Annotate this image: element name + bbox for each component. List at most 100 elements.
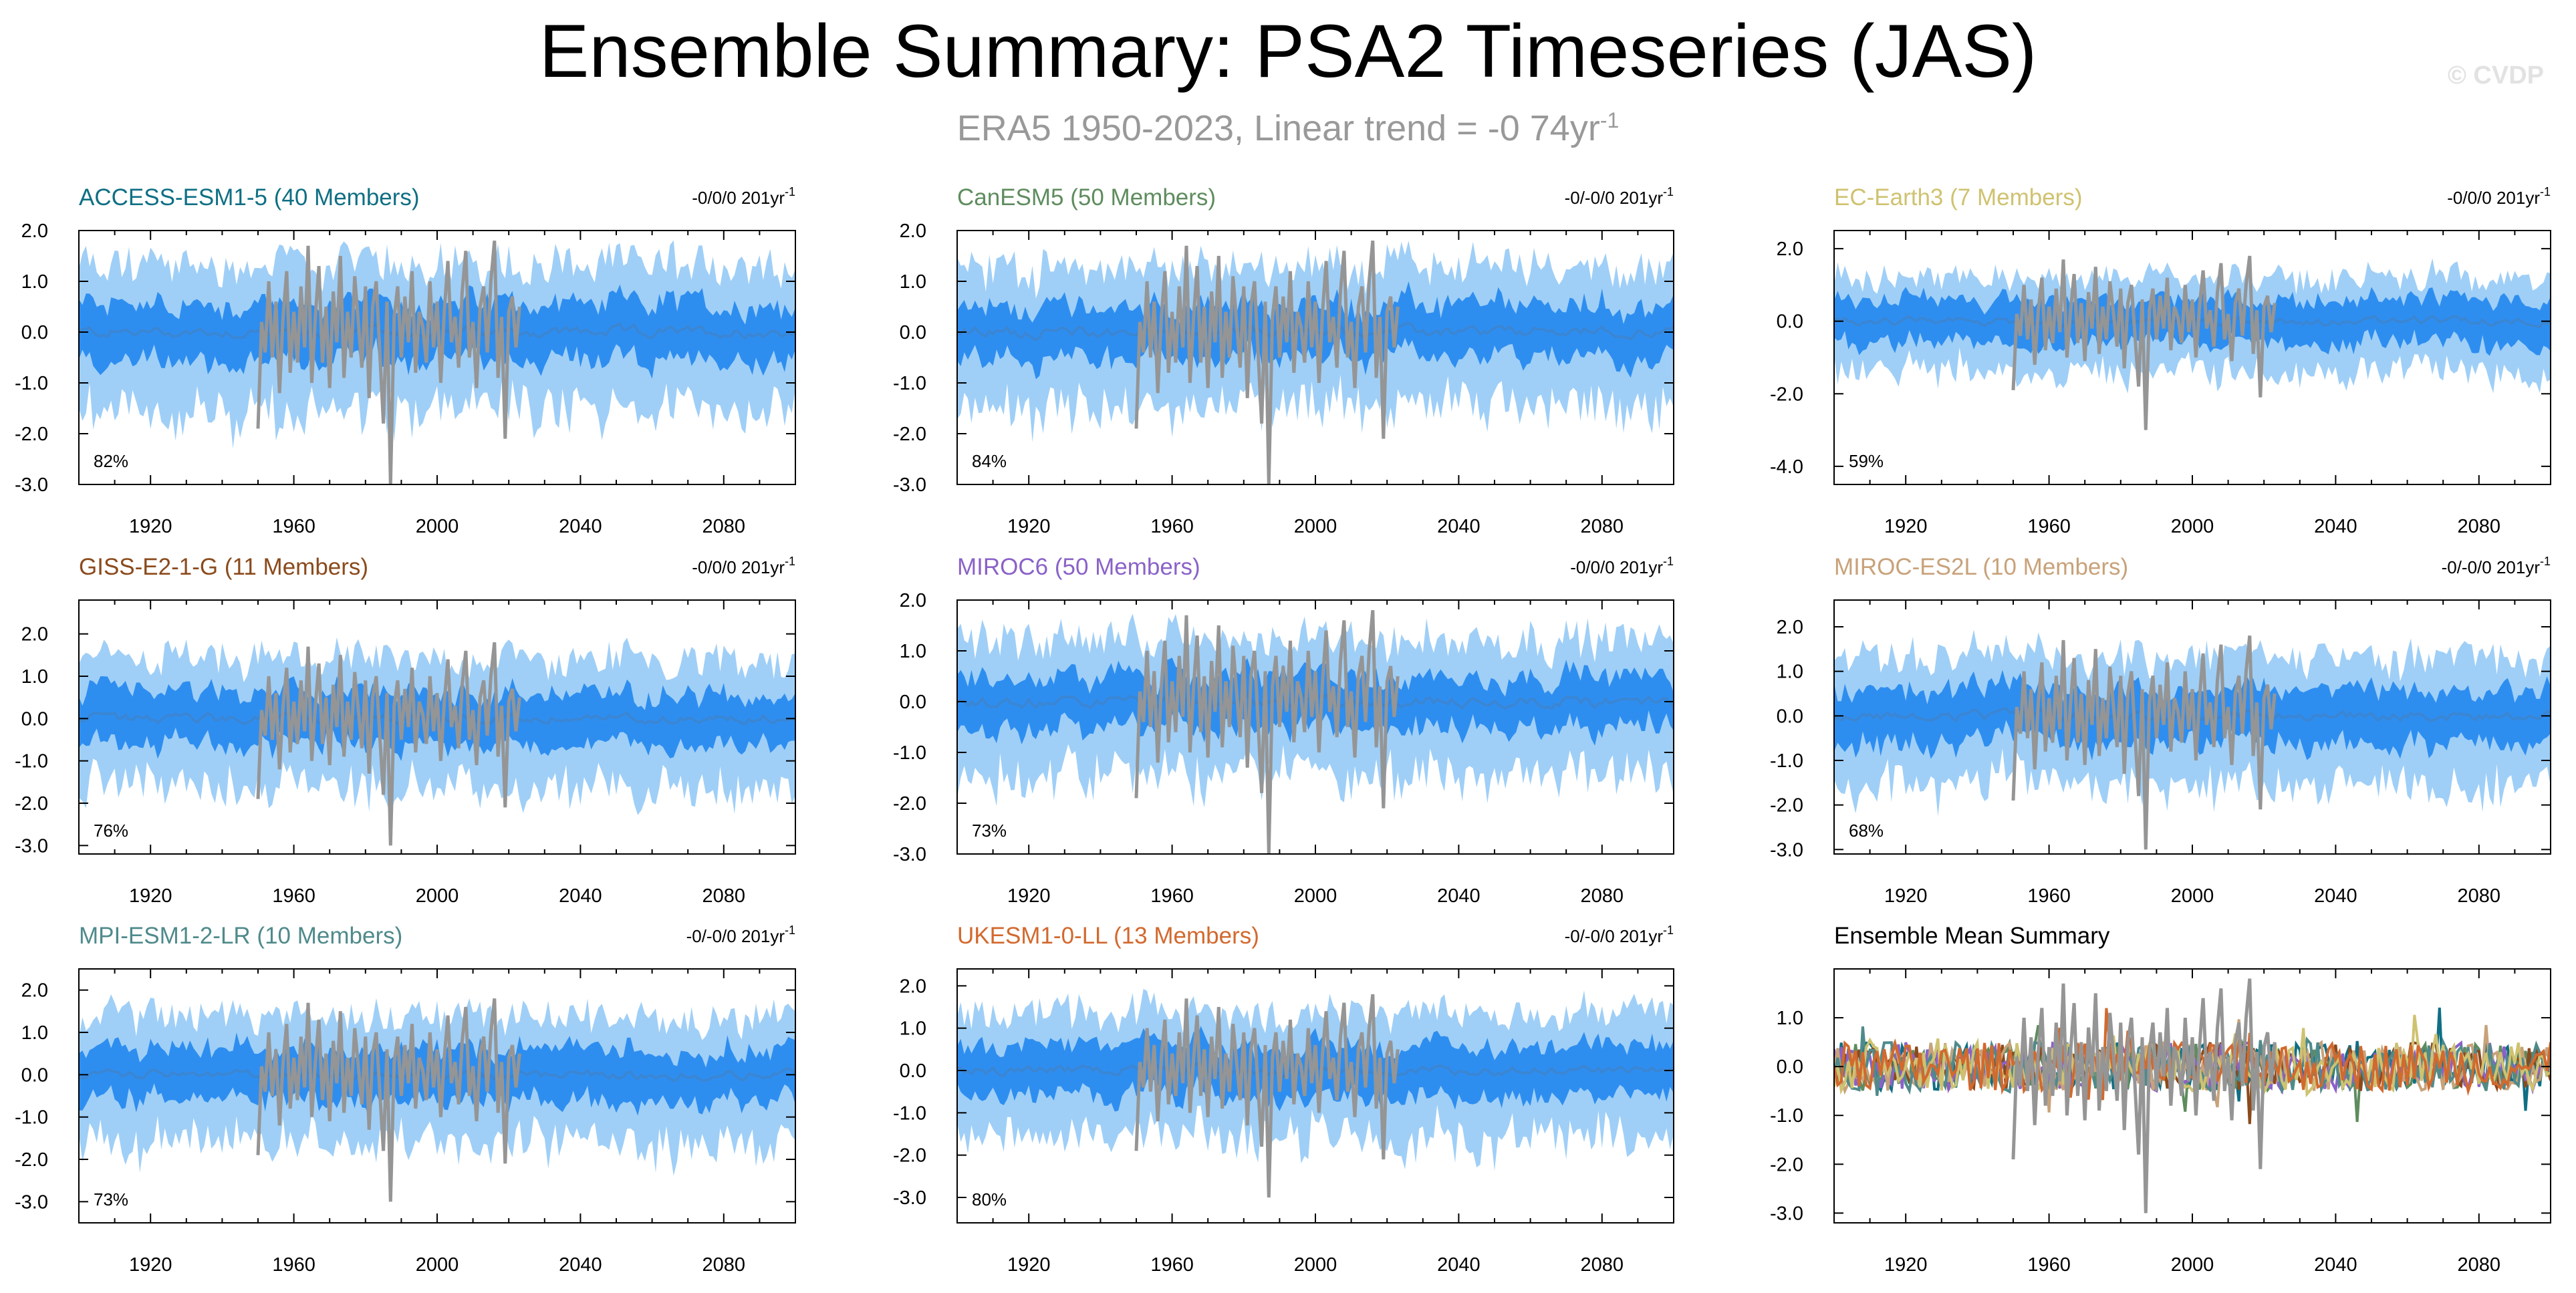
y-tick-label: -3.0 [1770,839,1803,861]
y-tick-label: 1.0 [21,666,48,688]
observed-line [256,998,521,1202]
panel-8: UKESM1-0-LL (13 Members) -0/-0/0 201yr-1 1… [893,923,1674,1276]
x-tick-label: 1960 [1150,885,1194,907]
y-tick-label: -2.0 [893,1145,926,1167]
x-tick-label: 2080 [2458,516,2501,537]
y-tick-label: 2.0 [21,980,48,1002]
x-tick-label: 1960 [2027,1254,2071,1276]
x-tick-label: 2040 [559,885,602,907]
panel-6: MIROC-ES2L (10 Members) -0/-0/0 201yr-1 19… [1770,554,2551,907]
x-tick-label: 2040 [1437,516,1480,537]
panel-plot-area [957,988,1674,1198]
x-tick-label: 2040 [1437,1254,1480,1276]
x-tick-label: 2000 [1294,885,1337,907]
series-line-ec-earth3 [1834,1014,2551,1098]
y-tick-label: 0.0 [900,1060,926,1082]
y-tick-label: -2.0 [893,424,926,445]
panel-title: MIROC6 (50 Members) [957,554,1200,580]
observed-line [256,240,521,484]
x-tick-label: 1960 [2027,516,2071,537]
y-tick-label: -1.0 [893,742,926,764]
panel-title: MIROC-ES2L (10 Members) [1834,554,2128,580]
panel-percent: 68% [1849,821,1884,841]
y-tick-label: -2.0 [15,793,48,815]
observed-line [1134,609,1400,854]
figure-subtitle: ERA5 1950-2023, Linear trend = -0 74yr-1 [0,97,2576,152]
y-tick-label: -1.0 [1770,750,1803,772]
panel-trend: -0/-0/0 201yr-1 [1565,185,1674,208]
x-tick-label: 1920 [129,885,172,907]
observed-line [1134,240,1400,484]
panel-trend: -0/0/0 201yr-1 [692,555,795,577]
panel-plot-area [79,240,795,484]
x-tick-label: 2040 [2314,1254,2357,1276]
subtitle-sup: -1 [1599,108,1620,132]
y-tick-label: 2.0 [1777,617,1803,638]
x-tick-label: 1960 [272,885,315,907]
panel-plot-area [79,994,795,1202]
panel-frame [1833,968,2551,1224]
panel-plot-area [957,240,1674,484]
y-tick-label: 1.0 [1777,662,1803,683]
y-tick-label: 0.0 [1777,311,1803,333]
x-tick-label: 2000 [2171,516,2214,537]
x-tick-label: 1960 [1150,516,1194,537]
y-tick-label: 1.0 [900,1018,926,1040]
panel-1: ACCESS-ESM1-5 (40 Members) -0/0/0 201yr-1… [15,184,796,537]
y-tick-label: -2.0 [1770,795,1803,817]
x-tick-label: 1920 [129,1254,172,1276]
panel-title: CanESM5 (50 Members) [957,184,1216,210]
panel-trend-sup: -1 [1663,923,1674,937]
observed-line [2011,978,2277,1213]
x-tick-label: 1920 [1007,516,1051,537]
x-tick-label: 1960 [272,516,315,537]
panel-trend: -0/0/0 201yr-1 [692,185,795,208]
panel-trend-sup: -1 [2540,185,2551,198]
panel-trend-text: -0/-0/0 201yr [2442,557,2541,577]
panel-plot-area [957,609,1674,854]
y-tick-label: 2.0 [900,590,926,611]
x-tick-label: 2080 [1581,1254,1624,1276]
y-tick-label: -3.0 [15,1191,48,1213]
y-tick-label: 1.0 [1777,1008,1803,1029]
observed-line [1134,994,1400,1198]
x-tick-label: 2040 [559,516,602,537]
y-tick-label: 0.0 [21,322,48,343]
y-tick-label: 2.0 [1777,239,1803,260]
x-tick-label: 2000 [2171,1254,2214,1276]
x-tick-label: 2080 [1581,516,1624,537]
series-line-ukesm1-0-ll [1834,1008,2551,1101]
y-tick-label: -3.0 [15,474,48,496]
y-tick-label: 0.0 [900,692,926,713]
y-tick-label: -1.0 [1770,1105,1803,1127]
y-tick-label: 2.0 [21,221,48,242]
y-tick-label: 2.0 [21,624,48,645]
y-tick-label: -2.0 [1770,384,1803,405]
panel-3: EC-Earth3 (7 Members) -0/0/0 201yr-1 1920 1… [1770,184,2551,537]
panel-trend-text: -0/-0/0 201yr [686,926,785,946]
observed-line [256,642,521,846]
x-tick-label: 2000 [1294,516,1337,537]
panel-trend-sup: -1 [2540,555,2551,568]
x-tick-label: 2000 [2171,885,2214,907]
subtitle-text: ERA5 1950-2023, Linear trend = -0 74yr [956,108,1600,148]
y-tick-label: 0.0 [1777,706,1803,727]
y-tick-label: -3.0 [893,844,926,865]
panel-trend: -0/0/0 201yr-1 [1570,555,1674,577]
x-tick-label: 2040 [2314,885,2357,907]
x-tick-label: 2080 [2458,885,2501,907]
figure-title: Ensemble Summary: PSA2 Timeseries (JAS) [539,9,2037,93]
x-tick-label: 2000 [416,516,459,537]
y-tick-label: -3.0 [15,835,48,857]
y-tick-label: 1.0 [900,641,926,662]
panel-title: EC-Earth3 (7 Members) [1834,184,2082,210]
y-tick-label: -1.0 [893,373,926,394]
observed-line [2011,255,2277,430]
y-tick-label: -2.0 [1770,1154,1803,1175]
y-tick-label: -1.0 [15,751,48,772]
panel-title: Ensemble Mean Summary [1834,923,2110,949]
panel-trend: -0/0/0 201yr-1 [2447,185,2551,208]
y-tick-label: 0.0 [21,708,48,730]
y-tick-label: -4.0 [1770,456,1803,478]
panel-title: MPI-ESM1-2-LR (10 Members) [79,923,402,949]
